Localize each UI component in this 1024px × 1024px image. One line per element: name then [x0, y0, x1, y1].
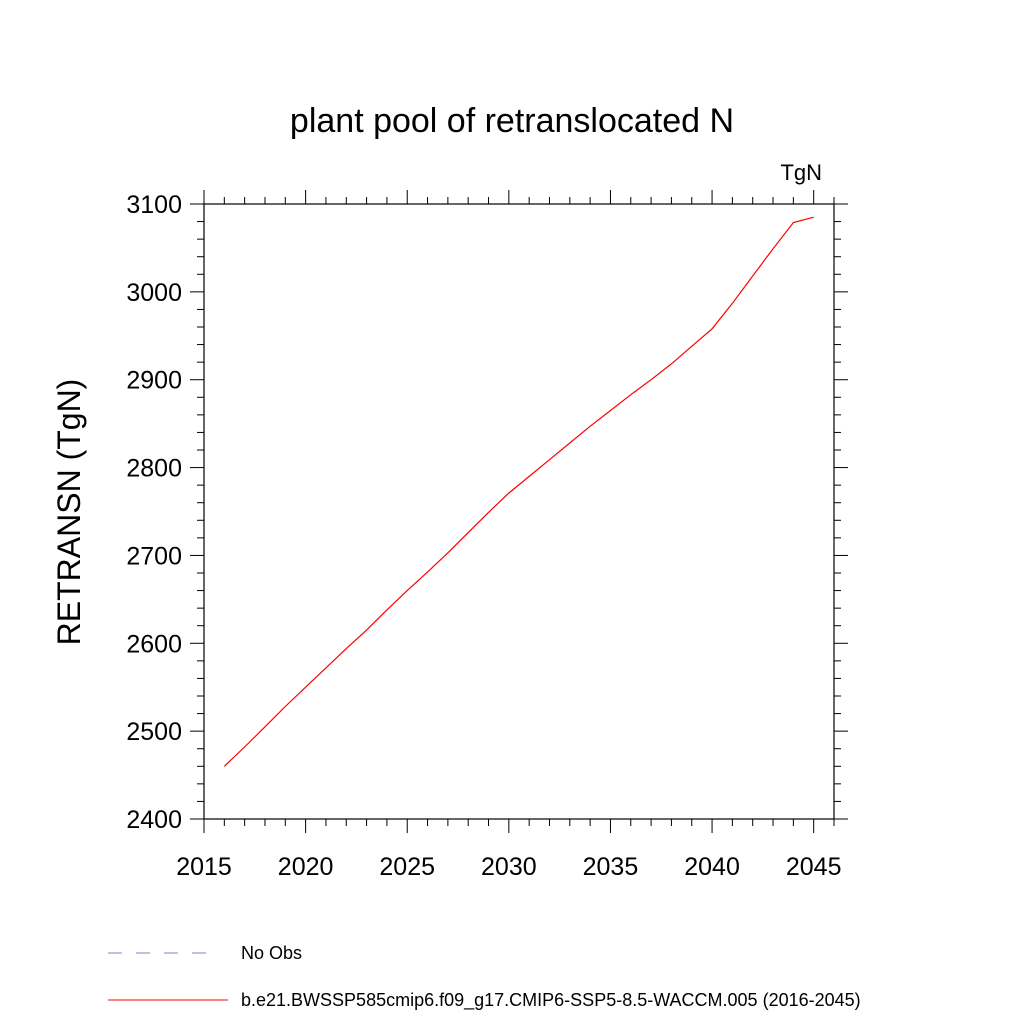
x-tick-label: 2030 [481, 853, 537, 881]
x-tick-label: 2025 [379, 853, 435, 881]
series-line [223, 216, 814, 767]
legend-no-obs-label: No Obs [241, 943, 302, 963]
series-layer [223, 216, 814, 767]
x-tick-label: 2045 [786, 853, 842, 881]
y-tick-label: 2500 [126, 718, 182, 746]
y-tick-label: 2600 [126, 630, 182, 658]
y-tick-label: 2400 [126, 806, 182, 834]
y-tick-label: 2700 [126, 542, 182, 570]
x-tick-label: 2020 [278, 853, 334, 881]
x-tick-label: 2015 [176, 853, 232, 881]
y-axis-ticks: 2400 2500 2600 2700 2800 2900 3000 3100 [126, 191, 848, 834]
legend-model-label: b.e21.BWSSP585cmip6.f09_g17.CMIP6-SSP5-8… [241, 990, 861, 1011]
y-tick-label: 3100 [126, 191, 182, 219]
x-axis-ticks: 2015 2020 2025 2030 2035 2040 2045 [176, 190, 841, 881]
y-axis-label: RETRANSN (TgN) [51, 379, 87, 646]
units-label: TgN [780, 160, 822, 185]
legend: No Obs b.e21.BWSSP585cmip6.f09_g17.CMIP6… [108, 943, 861, 1011]
x-tick-label: 2040 [684, 853, 740, 881]
x-tick-label: 2035 [583, 853, 639, 881]
y-tick-label: 2800 [126, 455, 182, 483]
y-tick-label: 2900 [126, 367, 182, 395]
plot-frame [203, 203, 835, 820]
chart-title: plant pool of retranslocated N [290, 102, 734, 140]
y-tick-label: 3000 [126, 279, 182, 307]
